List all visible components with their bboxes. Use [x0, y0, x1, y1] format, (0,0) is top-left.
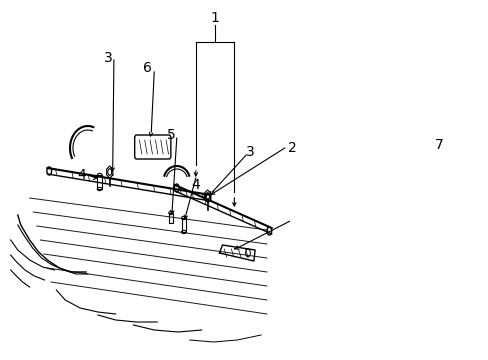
Bar — [168, 213, 173, 223]
Text: 6: 6 — [142, 61, 151, 75]
Text: 3: 3 — [245, 145, 254, 159]
Text: 1: 1 — [210, 11, 219, 25]
FancyBboxPatch shape — [134, 135, 170, 159]
Text: 4: 4 — [191, 178, 200, 192]
Text: 4: 4 — [77, 168, 86, 182]
Bar — [97, 175, 102, 189]
Text: 2: 2 — [287, 141, 296, 155]
Bar — [181, 218, 186, 232]
Text: 3: 3 — [103, 51, 112, 65]
Text: 5: 5 — [166, 128, 175, 142]
Text: 7: 7 — [434, 138, 443, 152]
